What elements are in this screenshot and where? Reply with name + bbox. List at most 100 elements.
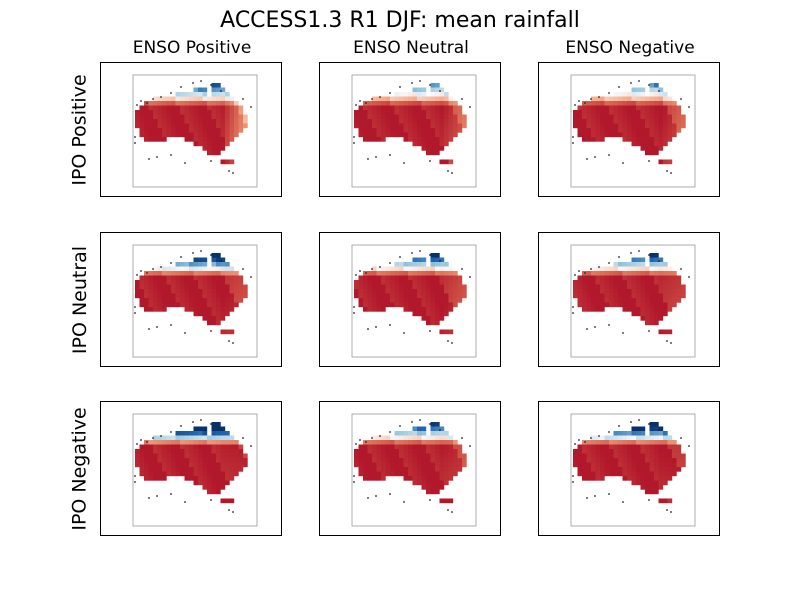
grid-cell xyxy=(180,449,185,454)
grid-cell xyxy=(654,426,659,432)
grid-cell xyxy=(663,110,668,115)
grid-cell xyxy=(622,440,628,445)
coastline-dot xyxy=(658,90,660,92)
grid-cell xyxy=(622,275,628,281)
grid-cell xyxy=(448,159,454,165)
grid-cell xyxy=(394,123,400,129)
grid-cell xyxy=(658,426,664,432)
grid-cell xyxy=(631,87,637,93)
grid-cell xyxy=(162,289,167,294)
grid-cell xyxy=(667,467,673,472)
grid-cell xyxy=(189,123,194,129)
grid-cell xyxy=(582,284,587,290)
coastline-dot xyxy=(618,425,620,427)
grid-cell xyxy=(627,293,632,299)
grid-cell xyxy=(618,92,623,97)
grid-cell xyxy=(591,302,596,308)
grid-cell xyxy=(627,132,632,138)
grid-cell xyxy=(180,266,185,272)
grid-cell xyxy=(426,137,431,142)
grid-cell xyxy=(609,302,614,308)
grid-cell xyxy=(439,458,445,463)
grid-cell xyxy=(645,293,650,299)
grid-cell xyxy=(403,101,409,106)
grid-cell xyxy=(225,289,230,294)
grid-cell xyxy=(220,110,226,115)
grid-cell xyxy=(216,462,221,468)
grid-cell xyxy=(622,449,628,454)
grid-cell xyxy=(654,114,659,120)
grid-cell xyxy=(462,289,467,294)
grid-cell xyxy=(426,105,431,111)
grid-cell xyxy=(216,132,221,138)
grid-cell xyxy=(157,266,163,272)
grid-cell xyxy=(403,453,409,459)
grid-cell xyxy=(412,298,418,303)
grid-cell xyxy=(613,132,619,138)
grid-cell xyxy=(162,471,167,477)
grid-cell xyxy=(457,128,463,133)
grid-cell xyxy=(211,435,217,441)
grid-cell xyxy=(198,275,203,281)
grid-cell xyxy=(636,298,641,303)
grid-cell xyxy=(193,471,199,477)
grid-cell xyxy=(180,462,185,468)
grid-cell xyxy=(663,480,668,486)
coastline-dot xyxy=(670,342,672,344)
grid-cell xyxy=(354,114,359,120)
grid-cell xyxy=(435,289,440,294)
grid-cell xyxy=(225,476,230,481)
grid-cell xyxy=(367,132,373,138)
grid-cell xyxy=(649,110,655,115)
grid-cell xyxy=(640,431,646,436)
grid-cell xyxy=(229,105,235,111)
grid-cell xyxy=(153,462,158,468)
grid-cell xyxy=(681,114,686,120)
coastline-dot xyxy=(572,142,574,144)
grid-cell xyxy=(649,453,655,459)
grid-cell xyxy=(193,92,199,97)
grid-cell xyxy=(600,476,605,481)
grid-cell xyxy=(421,480,427,486)
grid-cell xyxy=(631,137,637,142)
grid-cell xyxy=(376,444,382,450)
grid-cell xyxy=(649,435,655,441)
grid-cell xyxy=(417,92,422,97)
coastline-dot xyxy=(648,254,650,256)
grid-cell xyxy=(175,105,181,111)
grid-cell xyxy=(157,110,163,115)
grid-cell xyxy=(166,462,172,468)
grid-cell xyxy=(649,92,655,97)
grid-cell xyxy=(408,119,413,124)
grid-cell xyxy=(207,307,212,312)
grid-cell xyxy=(658,159,664,165)
grid-cell xyxy=(609,119,614,124)
grid-cell xyxy=(193,480,199,486)
grid-cell xyxy=(399,128,404,133)
coastline-dot xyxy=(598,96,600,98)
grid-cell xyxy=(609,123,614,129)
grid-cell xyxy=(367,271,373,276)
grid-cell xyxy=(408,462,413,468)
grid-cell xyxy=(649,262,655,267)
grid-cell xyxy=(426,123,431,129)
grid-cell xyxy=(166,280,172,285)
grid-cell xyxy=(372,110,377,115)
coastline-dot xyxy=(134,136,136,138)
grid-cell xyxy=(376,101,382,106)
grid-cell xyxy=(640,266,646,272)
grid-cell xyxy=(193,435,199,441)
grid-cell xyxy=(207,289,212,294)
grid-cell xyxy=(211,307,217,312)
grid-cell xyxy=(162,105,167,111)
coastline-dot xyxy=(688,106,690,108)
grid-cell xyxy=(229,110,235,115)
grid-cell xyxy=(439,141,445,147)
grid-cell xyxy=(189,298,194,303)
grid-cell xyxy=(672,114,677,120)
grid-cell xyxy=(216,426,221,432)
grid-cell xyxy=(153,458,158,463)
grid-cell xyxy=(153,444,158,450)
grid-cell xyxy=(663,458,668,463)
grid-cell xyxy=(640,307,646,312)
